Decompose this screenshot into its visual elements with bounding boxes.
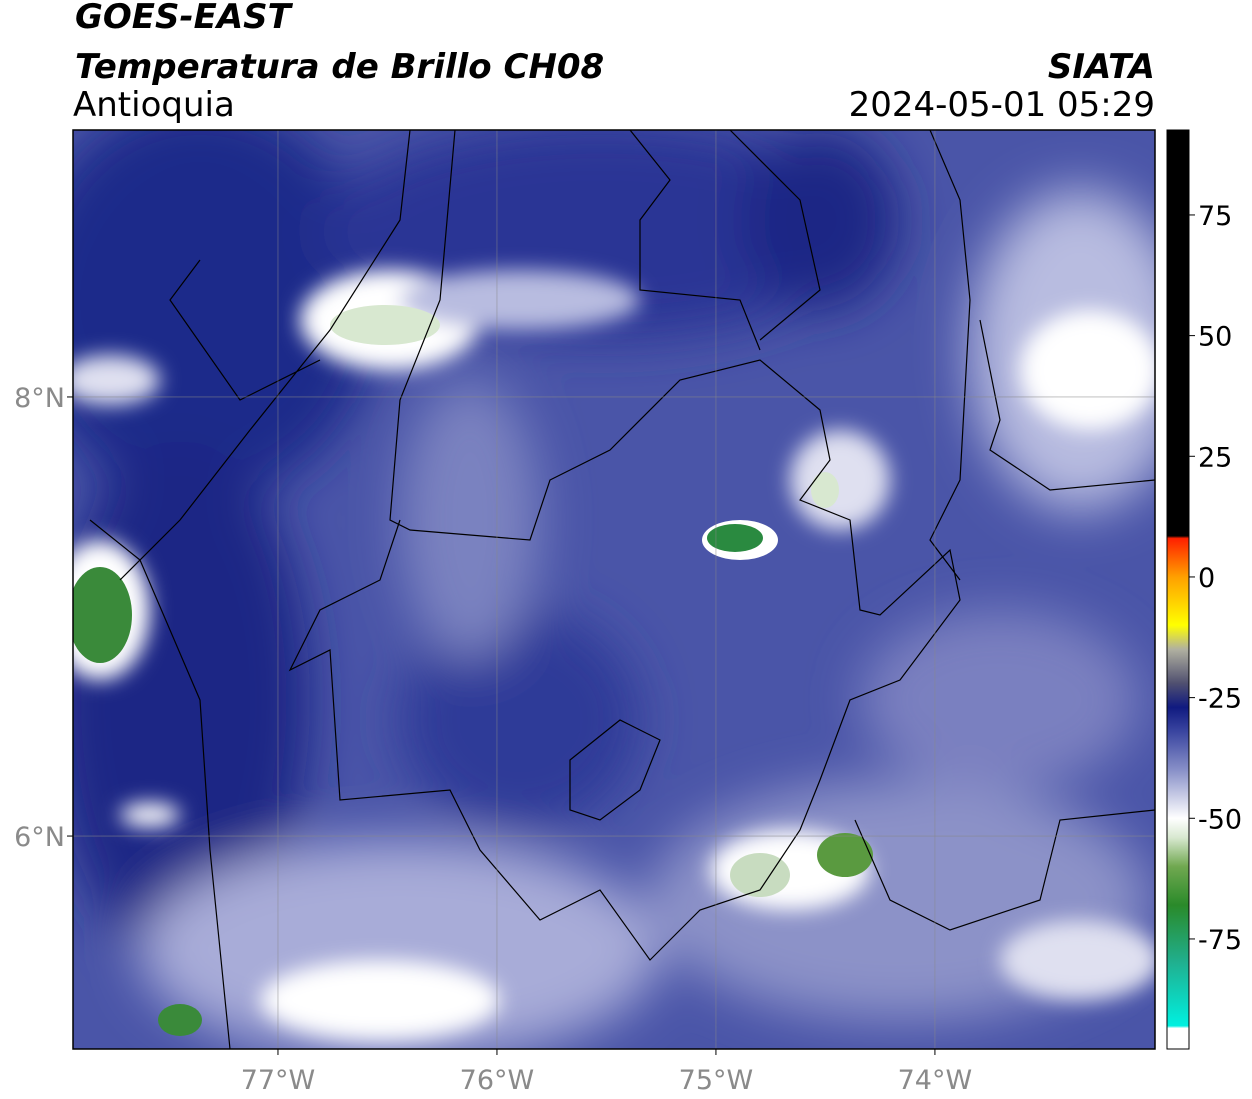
colorbar-tick-label: -50 [1198,804,1242,835]
map-frame [72,129,1156,1050]
satellite-image [73,130,1155,1049]
x-tick-label: 74°W [898,1065,973,1096]
subtitle: Temperatura de Brillo CH08 [75,47,604,87]
colorbar-tick-label: 0 [1198,563,1215,594]
region: Antioquia [73,85,235,125]
source: SIATA [1048,47,1155,87]
y-tick-label: 8°N [14,383,65,414]
x-tick-label: 75°W [679,1065,754,1096]
x-tick-label: 77°W [241,1065,316,1096]
graticule [73,130,1155,1049]
x-tick-label: 76°W [460,1065,535,1096]
colorbar [1166,129,1190,1050]
timestamp: 2024-05-01 05:29 [849,85,1155,125]
y-tick-label: 6°N [14,822,65,853]
colorbar-tick-label: 75 [1198,201,1232,232]
colorbar-tick-label: -75 [1198,925,1242,956]
colorbar-tick-label: 50 [1198,322,1232,353]
colorbar-tick-label: -25 [1198,684,1242,715]
title: GOES-EAST [75,0,294,37]
colorbar-tick-label: 25 [1198,442,1232,473]
